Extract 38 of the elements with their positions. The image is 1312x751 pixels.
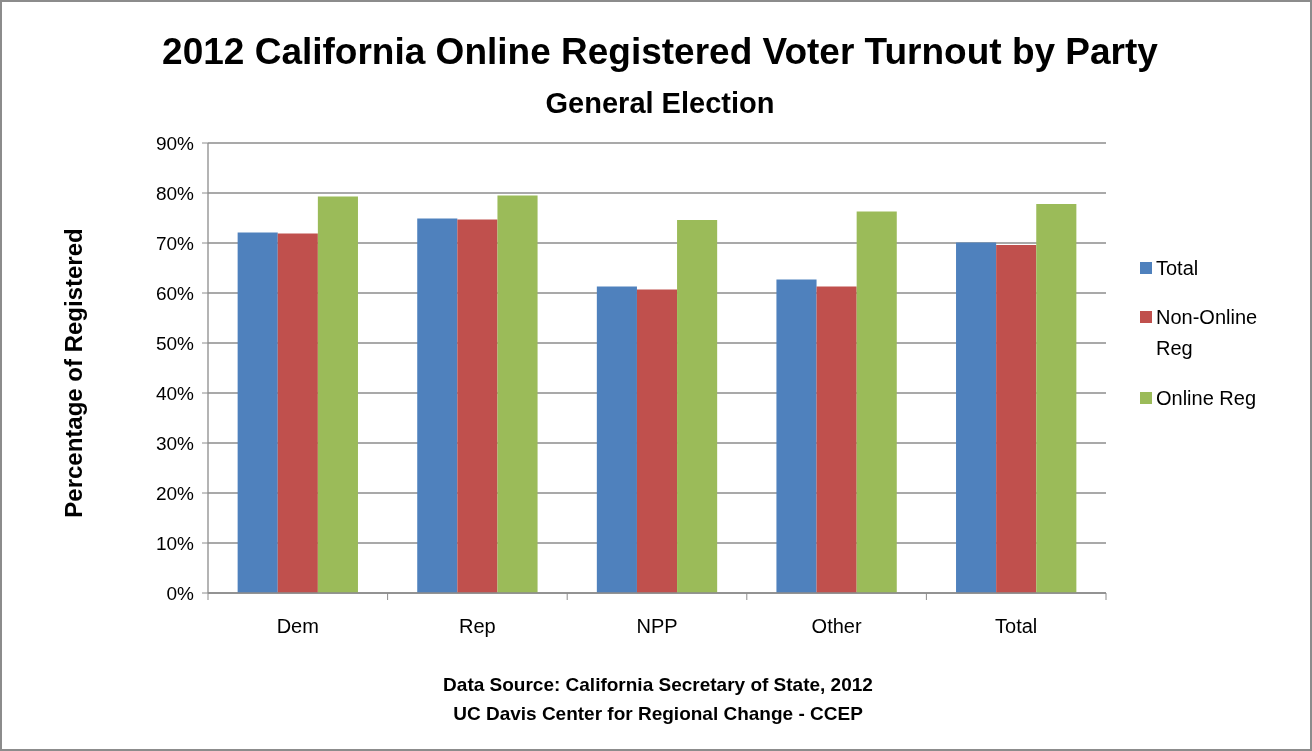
bar <box>277 233 318 593</box>
x-tick-label: Total <box>995 615 1038 637</box>
x-tick-label: Dem <box>276 615 319 637</box>
bar <box>816 286 857 593</box>
bar <box>856 211 897 593</box>
legend-label: Total <box>1156 257 1199 279</box>
y-tick-label: 60% <box>155 282 195 304</box>
x-tick-label: Other <box>811 615 862 637</box>
chart-subtitle: General Election <box>545 87 775 119</box>
y-axis-title: Percentage of Registered <box>60 228 87 518</box>
y-tick-label: 20% <box>155 482 195 504</box>
bar <box>417 218 458 593</box>
bar <box>497 195 538 593</box>
chart-title: 2012 California Online Registered Voter Turnout by Party <box>162 31 1159 72</box>
x-tick-label: Rep <box>459 615 496 637</box>
bar <box>636 289 678 593</box>
y-tick-label: 80% <box>155 182 195 204</box>
text: UC Davis Center for Regional Change - CCEP <box>453 703 864 724</box>
bar <box>237 232 278 593</box>
y-tick-label: 90% <box>155 132 195 154</box>
bar <box>1036 204 1077 593</box>
bar <box>956 242 997 593</box>
y-tick-label: 50% <box>155 332 195 354</box>
x-tick-label: NPP <box>636 615 678 637</box>
bar <box>596 286 637 593</box>
bar <box>677 220 718 593</box>
bar <box>776 279 817 593</box>
y-tick-label: 0% <box>166 582 195 604</box>
y-tick-label: 70% <box>155 232 195 254</box>
legend-label: Online Reg <box>1156 387 1257 409</box>
y-tick-label: 40% <box>155 382 195 404</box>
legend-label: Non-Online Reg <box>1156 306 1258 359</box>
bar <box>457 219 498 593</box>
y-tick-label: 10% <box>155 532 195 554</box>
bar <box>317 196 358 593</box>
bar <box>996 245 1037 593</box>
source-note: Data Source: California Secretary of State, 2012 <box>443 674 873 695</box>
y-tick-label: 30% <box>155 432 195 454</box>
